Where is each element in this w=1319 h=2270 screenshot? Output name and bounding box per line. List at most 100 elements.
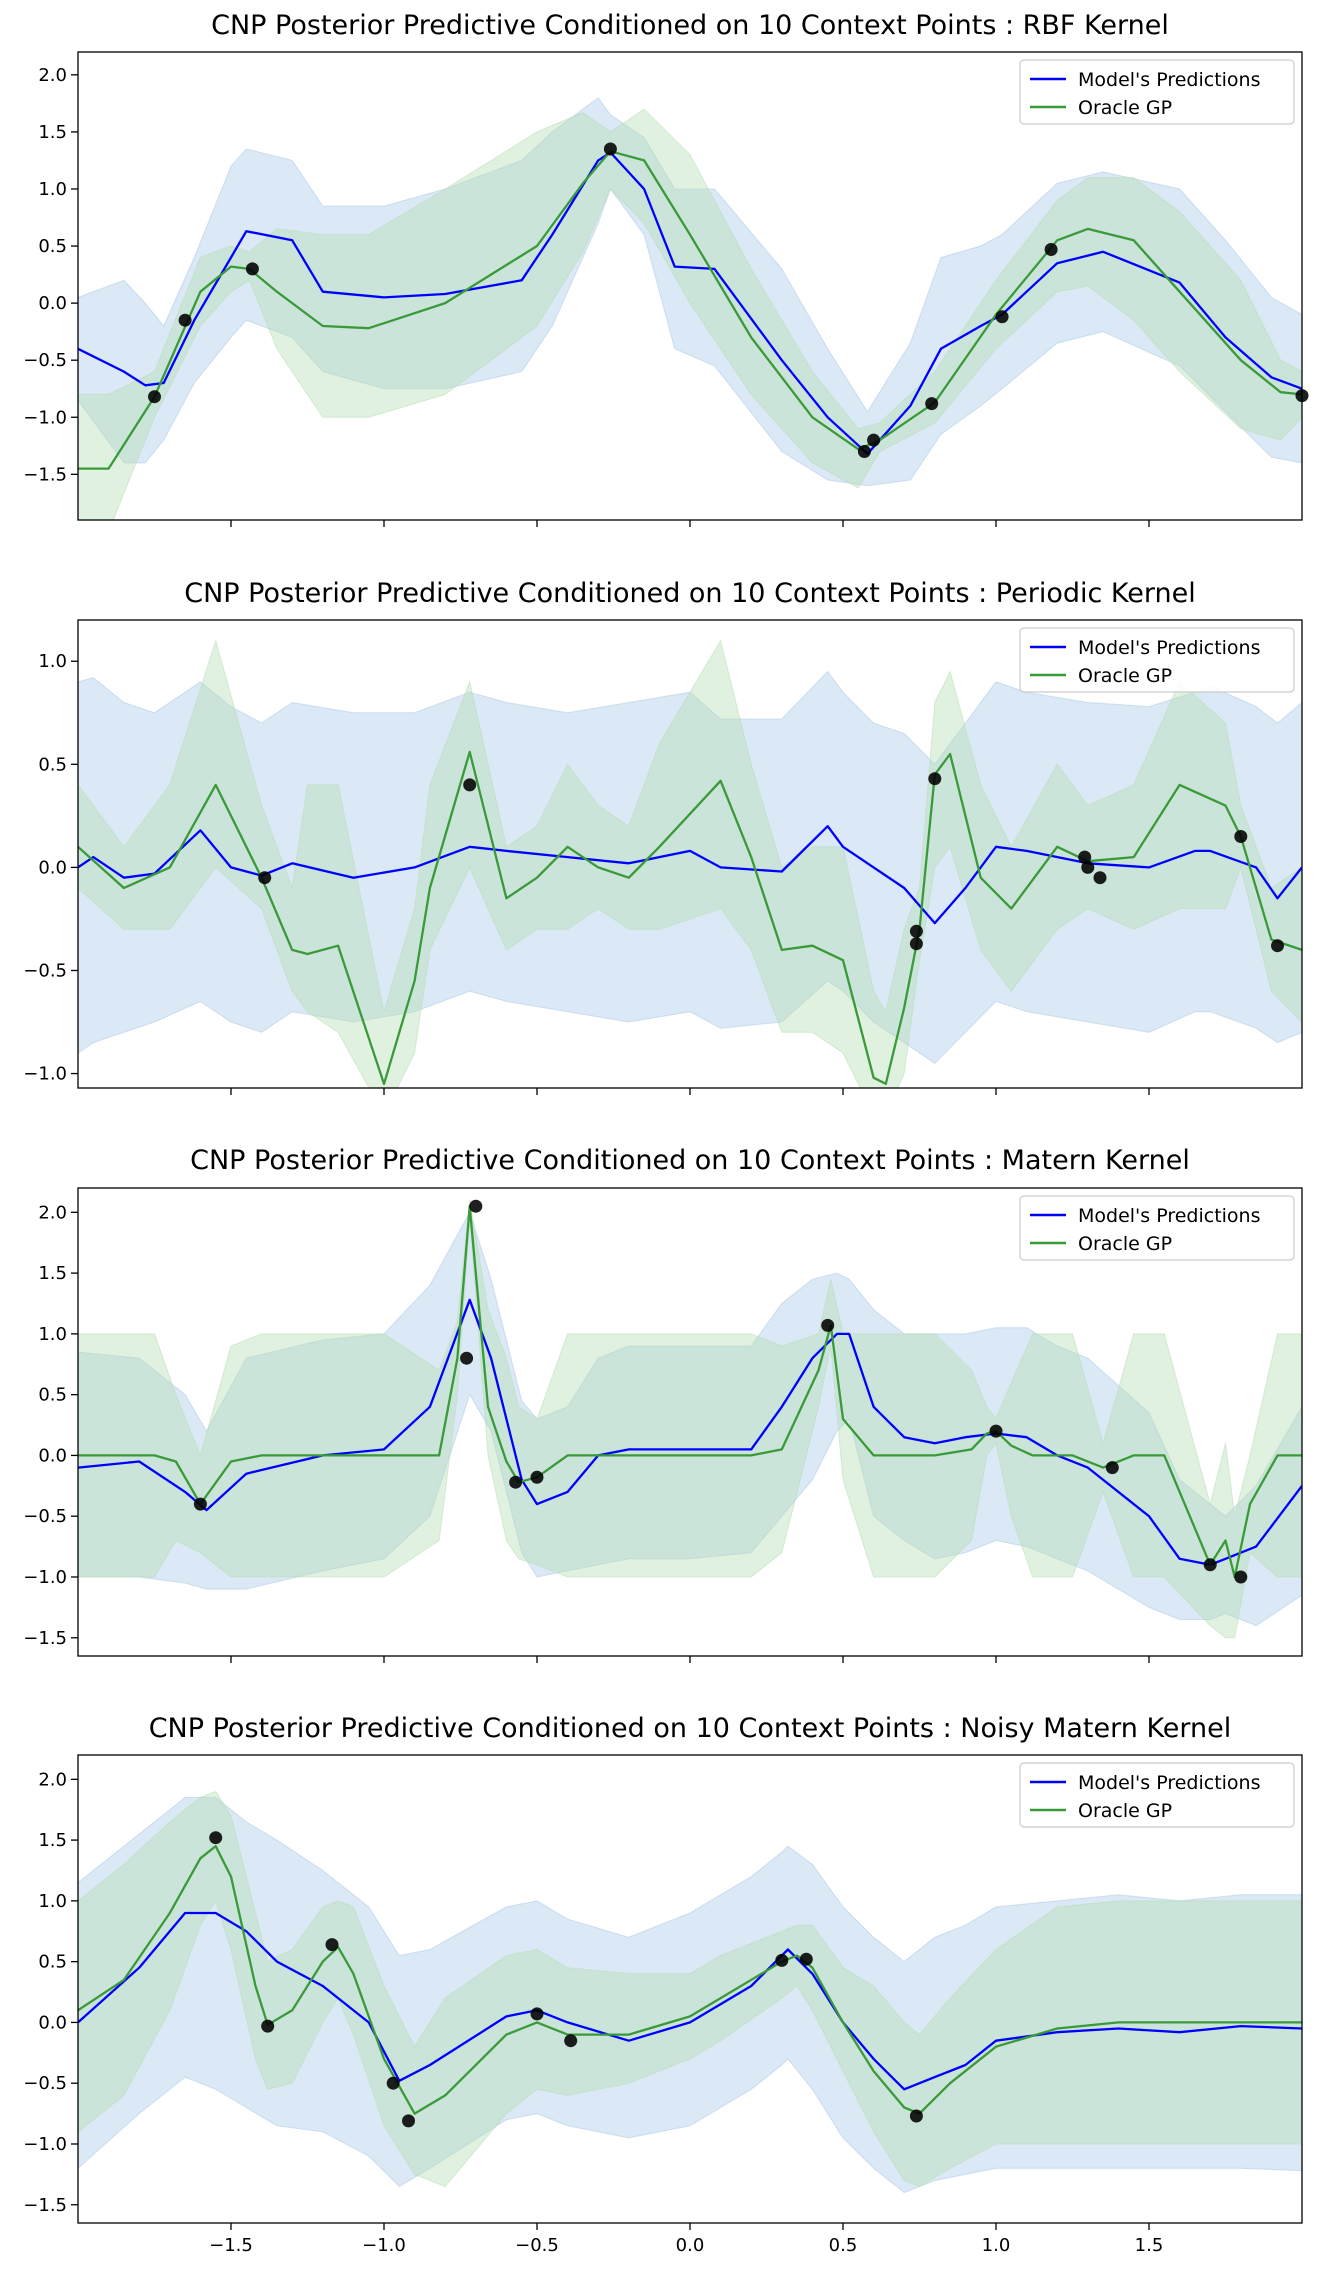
context-point [1093,871,1107,885]
plot-area [78,1200,1302,1639]
context-point [857,445,871,458]
context-point [995,310,1009,324]
context-point [1105,1461,1119,1475]
y-tick-label: 1.0 [38,1891,67,1912]
x-tick-label: −1.5 [209,2235,253,2256]
oracle-gp-line [78,750,1302,1086]
context-point [258,871,272,885]
context-point [909,2109,923,2123]
context-point [193,1497,207,1511]
context-point [928,772,942,786]
context-point [261,2019,275,2033]
y-tick-label: −0.5 [23,960,67,981]
legend-box [1019,59,1295,125]
legend-model-label: Model's Predictions [1078,69,1261,91]
context-point [1271,939,1284,953]
y-tick-label: −0.5 [23,2073,67,2094]
panel-title-4: CNP Posterior Predictive Conditioned on … [149,1713,1232,1744]
model-prediction-line [78,151,1302,455]
oracle-uncertainty-band [78,638,1302,1088]
context-point [386,2076,400,2090]
y-tick-label: 0.5 [38,1385,67,1406]
y-tick-label: 2.0 [38,1769,67,1790]
legend-oracle-label: Oracle GP [1078,1800,1172,1822]
panel-title-1: CNP Posterior Predictive Conditioned on … [211,10,1169,41]
context-point [1078,850,1092,864]
x-tick-label: 0.0 [676,2235,705,2256]
context-point [460,1351,474,1365]
x-tick-label: −0.5 [515,2235,559,2256]
context-point [530,1470,544,1484]
legend-model-label: Model's Predictions [1078,1772,1261,1794]
y-tick-label: −1.0 [23,2134,67,2155]
context-point [989,1424,1003,1438]
oracle-gp-line [78,150,1302,470]
legend: Model's Predictions Oracle GP [1019,59,1295,125]
y-tick-label: 1.0 [38,179,67,200]
y-tick-label: 1.5 [38,1263,67,1284]
y-tick-label: 1.5 [38,122,67,143]
context-point [148,390,161,404]
context-point [867,433,881,447]
y-tick-label: −1.0 [23,1567,67,1588]
legend: Model's Predictions Oracle GP [1019,627,1295,693]
chart-panel-2: −1.0 −0.5 0.0 0.5 1.0 Model's Predictions Orac… [23,619,1303,1095]
legend-oracle-label: Oracle GP [1078,1233,1172,1255]
context-point [1234,830,1248,843]
context-point [1234,1570,1248,1584]
model-uncertainty-band [78,1797,1302,2194]
chart-panel-3: −1.5 −1.0 −0.5 0.0 0.5 1.0 1.5 2.0 Model's Predi… [23,1187,1303,1663]
chart-panel-4: −1.5 −1.0 −0.5 0.0 0.5 1.0 1.5 2.0 −1.5 −1.0 −0.5 0… [23,1754,1303,2256]
y-tick-label: 0.0 [38,2012,67,2033]
context-point [564,2034,578,2048]
y-tick-label: −0.5 [23,1506,67,1527]
y-tick-label: 2.0 [38,65,67,86]
panel-title-3: CNP Posterior Predictive Conditioned on … [190,1145,1190,1176]
y-tick-label: −1.0 [23,1064,67,1085]
y-tick-label: −1.5 [23,464,67,485]
oracle-gp-line [78,1845,1302,2115]
y-tick-label: 0.5 [38,754,67,775]
context-point [463,778,477,792]
context-point [325,1938,339,1952]
legend-model-label: Model's Predictions [1078,637,1261,659]
oracle-uncertainty-band [78,108,1302,520]
x-tick-label: −1.0 [362,2235,406,2256]
context-point [925,397,939,411]
y-tick-label: 0.5 [38,1952,67,1973]
oracle-uncertainty-band [78,1790,1302,2188]
context-point [603,142,617,156]
y-tick-label: 1.0 [38,651,67,672]
y-tick-label: −0.5 [23,350,67,371]
model-prediction-line [78,825,1302,925]
context-point [209,1831,223,1845]
plot-area [78,96,1302,520]
chart-panel-1: −1.5 −1.0 −0.5 0.0 0.5 1.0 1.5 2.0 Model's Predi… [23,51,1309,527]
context-point [530,2007,544,2021]
context-point [909,924,923,938]
context-point [1081,860,1095,874]
context-point [1044,243,1058,256]
y-tick-label: −1.0 [23,407,67,428]
x-tick-label: 0.5 [829,2235,858,2256]
legend-box [1019,1762,1295,1828]
model-prediction-line [78,1911,1302,2091]
y-tick-label: 0.0 [38,293,67,314]
legend: Model's Predictions Oracle GP [1019,1762,1295,1828]
plot-area [78,638,1302,1088]
x-tick-label: 1.0 [982,2235,1011,2256]
model-uncertainty-band [78,96,1302,487]
legend-box [1019,1195,1295,1261]
plot-layer: −1.5 −1.0 −0.5 0.0 0.5 1.0 1.5 2.0 Model's Predi… [23,51,1309,2256]
legend-oracle-label: Oracle GP [1078,665,1172,687]
legend-model-label: Model's Predictions [1078,1205,1261,1227]
legend-oracle-label: Oracle GP [1078,97,1172,119]
model-uncertainty-band [78,670,1302,1064]
context-point [402,2114,415,2128]
context-point [1203,1558,1217,1572]
context-point [469,1199,483,1213]
y-tick-label: 0.5 [38,236,67,257]
context-point [245,262,259,276]
model-prediction-line [78,1298,1302,1566]
